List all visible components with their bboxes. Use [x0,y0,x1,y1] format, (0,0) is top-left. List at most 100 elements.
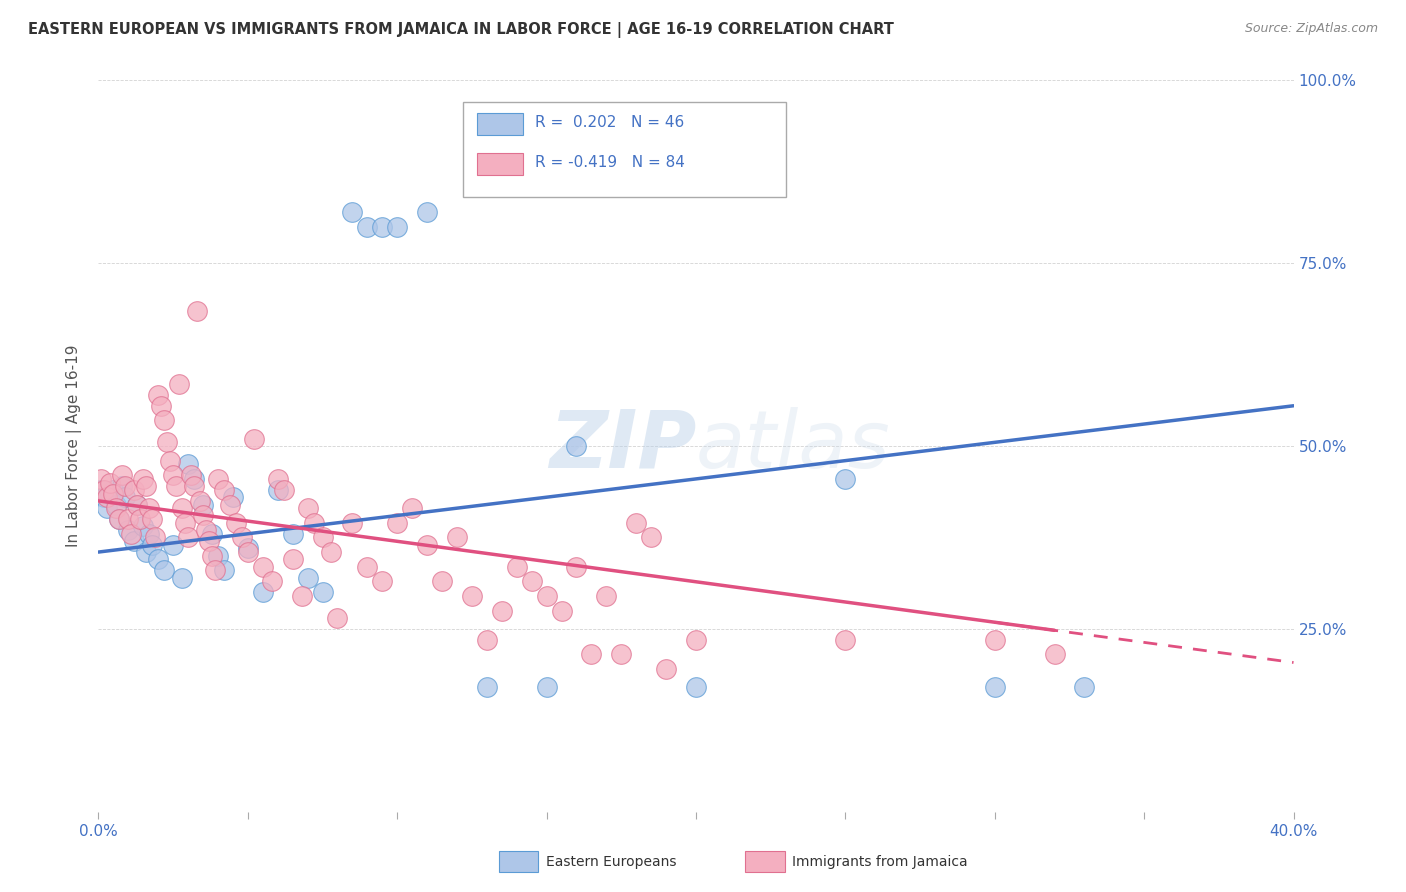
Point [297,571,319,585]
Point [124,483,146,497]
Point [475,681,498,695]
Point [114,490,136,504]
Point [188,494,211,508]
Point [371,219,394,234]
Point [267,483,290,497]
Point [204,563,226,577]
Point [640,530,662,544]
Point [536,589,558,603]
Point [401,501,423,516]
Point [326,611,349,625]
Point [550,603,572,617]
Point [1043,648,1066,662]
Point [183,472,205,486]
Point [207,472,229,486]
Point [416,205,439,219]
Point [984,632,1007,647]
Point [90,472,112,486]
Point [342,205,364,219]
Point [207,549,229,563]
Point [321,545,343,559]
Point [165,479,187,493]
Point [108,512,131,526]
Point [141,538,163,552]
Point [148,388,170,402]
Point [984,681,1007,695]
Point [252,559,274,574]
Point [236,545,259,559]
Point [105,498,128,512]
Point [156,435,179,450]
Point [231,530,253,544]
Bar [477,153,523,176]
Point [124,534,146,549]
Point [610,648,633,662]
Point [120,526,142,541]
Y-axis label: In Labor Force | Age 16-19: In Labor Force | Age 16-19 [66,344,83,548]
Point [834,632,856,647]
Point [93,483,115,497]
Point [297,501,319,516]
Point [595,589,617,603]
Point [219,498,242,512]
Point [138,526,160,541]
Point [90,483,112,497]
Point [311,530,333,544]
Point [105,501,128,516]
Point [834,472,856,486]
Point [520,574,543,589]
Point [174,516,197,530]
Point [143,530,166,544]
Text: EASTERN EUROPEAN VS IMMIGRANTS FROM JAMAICA IN LABOR FORCE | AGE 16-19 CORRELATI: EASTERN EUROPEAN VS IMMIGRANTS FROM JAMA… [28,22,894,38]
Point [302,516,325,530]
Point [565,559,588,574]
Point [191,508,214,523]
Point [371,574,394,589]
Point [162,468,184,483]
Point [108,512,131,526]
Point [273,483,295,497]
Point [475,632,498,647]
Point [172,501,194,516]
Text: Immigrants from Jamaica: Immigrants from Jamaica [792,855,967,869]
Point [222,490,245,504]
Point [342,516,364,530]
Point [103,483,125,497]
Text: R =  0.202   N = 46: R = 0.202 N = 46 [534,115,683,130]
Point [626,516,648,530]
Point [96,501,118,516]
Point [685,632,707,647]
Point [96,490,118,504]
Text: Source: ZipAtlas.com: Source: ZipAtlas.com [1244,22,1378,36]
Point [356,559,378,574]
Point [291,589,314,603]
Point [177,458,200,472]
Point [114,479,136,493]
Point [127,498,149,512]
FancyBboxPatch shape [463,103,786,197]
Point [581,648,603,662]
Point [281,526,304,541]
Point [103,486,125,500]
Point [135,545,157,559]
Point [385,219,409,234]
Point [212,563,235,577]
Text: ZIP: ZIP [548,407,696,485]
Point [281,552,304,566]
Point [356,219,378,234]
Point [430,574,453,589]
Point [127,498,149,512]
Text: R = -0.419   N = 84: R = -0.419 N = 84 [534,155,685,170]
Point [243,432,266,446]
Point [685,681,707,695]
Point [565,439,588,453]
Point [491,603,513,617]
Point [167,376,190,391]
Point [212,483,235,497]
Point [655,662,678,676]
Point [201,526,224,541]
Point [267,472,290,486]
Point [117,512,139,526]
Bar [477,113,523,136]
Point [93,490,115,504]
